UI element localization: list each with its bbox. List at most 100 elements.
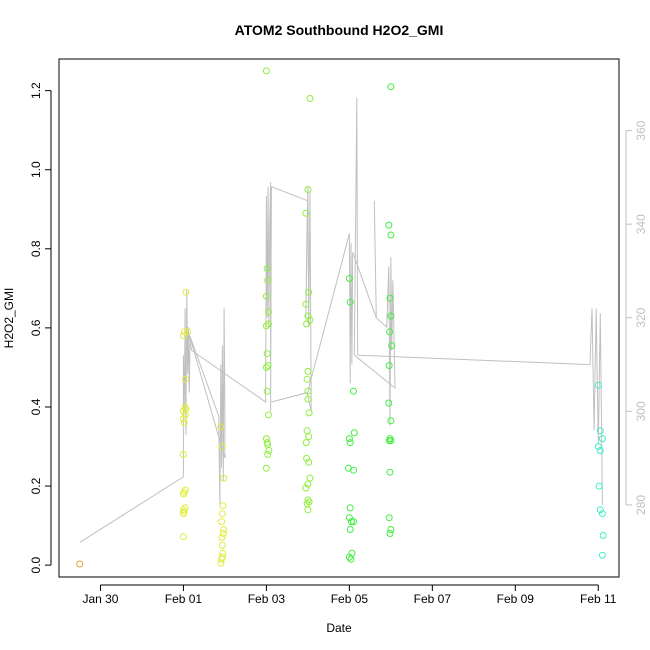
- y-tick-label: 0.8: [29, 240, 43, 257]
- data-point: [347, 518, 355, 526]
- data-point: [385, 362, 393, 369]
- data-point: [346, 526, 354, 533]
- x-tick-label: Feb 03: [248, 592, 286, 606]
- data-point: [345, 514, 353, 522]
- data-point: [304, 395, 312, 403]
- y-tick-label: 0.4: [29, 398, 43, 415]
- data-point: [262, 292, 270, 300]
- data-point: [302, 209, 310, 217]
- data-point: [219, 549, 227, 557]
- altitude-trace: [79, 97, 603, 543]
- data-point: [182, 375, 189, 383]
- data-point: [305, 409, 313, 417]
- y2-tick-label: 320: [634, 307, 648, 327]
- data-point: [218, 443, 226, 450]
- data-point: [305, 433, 313, 441]
- data-point: [263, 387, 271, 395]
- data-point: [262, 67, 270, 75]
- data-point: [303, 454, 311, 462]
- data-point: [387, 437, 395, 445]
- data-point: [346, 439, 354, 447]
- data-point: [179, 332, 187, 340]
- data-point: [219, 502, 227, 510]
- data-point: [304, 367, 312, 375]
- data-point: [385, 399, 393, 407]
- data-point: [596, 427, 604, 435]
- data-point: [262, 363, 270, 371]
- data-point: [303, 375, 311, 383]
- data-point: [386, 530, 394, 537]
- data-point: [264, 450, 272, 458]
- data-point: [182, 486, 189, 494]
- y-tick-label: 0.2: [29, 477, 43, 494]
- data-point: [594, 381, 602, 389]
- data-point: [386, 294, 394, 302]
- data-point: [385, 514, 393, 522]
- y-axis-label: H2O2_GMI: [2, 288, 16, 349]
- data-point: [350, 387, 357, 395]
- data-point: [304, 186, 312, 193]
- y-tick-label: 1.2: [29, 82, 43, 99]
- data-points: [76, 67, 607, 568]
- data-point: [304, 312, 312, 320]
- data-point: [181, 504, 189, 512]
- data-point: [262, 464, 270, 472]
- y-tick-label: 1.0: [29, 161, 43, 178]
- data-point: [303, 320, 311, 328]
- data-point: [180, 419, 188, 427]
- data-point: [182, 288, 190, 296]
- data-point: [264, 276, 272, 284]
- data-point: [302, 484, 310, 492]
- data-point: [305, 458, 313, 466]
- data-point: [346, 504, 354, 512]
- data-point: [387, 526, 395, 533]
- x-tick-label: Feb 11: [580, 592, 617, 606]
- data-point: [265, 447, 273, 454]
- data-point: [304, 506, 312, 514]
- data-point: [306, 316, 314, 324]
- data-point: [302, 439, 310, 447]
- data-point: [599, 532, 607, 539]
- data-point: [345, 435, 353, 443]
- data-point: [596, 447, 604, 454]
- x-axis-label: Date: [326, 621, 352, 635]
- data-point: [217, 423, 225, 431]
- data-point: [346, 298, 354, 306]
- chart-title: ATOM2 Southbound H2O2_GMI: [235, 22, 444, 38]
- data-point: [386, 468, 394, 476]
- data-point: [306, 95, 314, 102]
- data-point: [345, 275, 353, 282]
- axes: 0.0 0.2 0.4 0.6 0.8 1.0 1.2 280 300 320 340 360 Jan …: [29, 82, 648, 606]
- data-point: [385, 221, 393, 229]
- data-point: [220, 526, 228, 533]
- data-point: [263, 265, 271, 273]
- data-point: [179, 415, 187, 423]
- data-point: [264, 362, 272, 369]
- y-tick-label: 0.6: [29, 319, 43, 336]
- x-tick-label: Feb 01: [165, 592, 203, 606]
- data-point: [594, 443, 602, 450]
- data-point: [387, 312, 395, 320]
- data-point: [265, 308, 272, 316]
- data-point: [218, 518, 226, 526]
- data-point: [303, 427, 311, 435]
- data-point: [387, 83, 395, 91]
- data-point: [184, 328, 192, 336]
- plot-frame: [58, 58, 620, 578]
- data-point: [305, 498, 313, 506]
- data-point: [302, 300, 310, 308]
- y2-tick-label: 340: [634, 214, 648, 234]
- data-point: [262, 322, 270, 330]
- data-point: [348, 549, 356, 557]
- secondary-axis-line: [79, 97, 603, 543]
- x-tick-label: Jan 30: [82, 592, 118, 606]
- y2-tick-label: 360: [634, 120, 648, 140]
- data-point: [598, 551, 606, 559]
- y-tick-label: 0.0: [29, 556, 43, 573]
- data-point: [265, 320, 272, 328]
- data-point: [306, 474, 314, 482]
- x-tick-label: Feb 09: [497, 592, 535, 606]
- data-point: [304, 387, 312, 395]
- data-point: [180, 328, 188, 336]
